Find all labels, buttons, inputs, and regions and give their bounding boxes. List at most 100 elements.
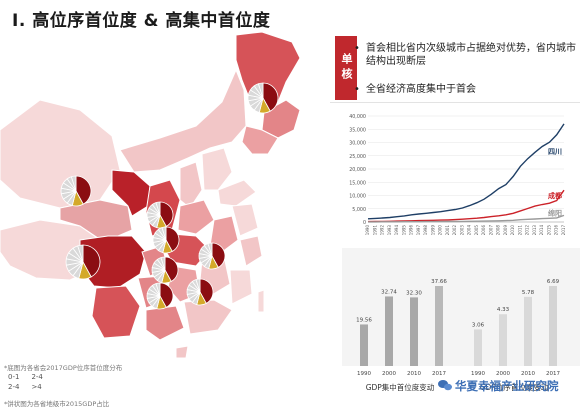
x-tick-label: 2010 [510,225,515,236]
pie-slice [160,256,166,271]
core-summary-box [330,36,580,103]
bar-value-label: 5.78 [522,290,535,296]
map-region-gansu [111,169,151,217]
bar [385,296,393,366]
y-tick-label: 20,000 [349,167,366,173]
pie-slice [155,282,161,297]
x-tick-label: 2005 [474,225,479,236]
y-tick-label: 40,000 [349,114,366,120]
series-label: 四川 [548,148,562,156]
pie-chart [152,226,180,254]
map-region-liaoning [241,125,279,155]
bar [410,297,418,366]
map-legend: 0-1 2-4 2-4 >4 [8,373,43,391]
x-tick-label: 1998 [423,225,428,236]
pie-slice [257,82,264,99]
series-label: 绵阳 [548,208,562,217]
map-region-xinjiang [0,99,121,209]
bar-panel-background [342,248,580,366]
x-tick-label: 2007 [488,225,493,236]
line-chart: 0 5,000 10,000 15,000 20,000 25,000 30,000 35,0… [338,110,574,240]
pie-chart [146,201,174,229]
x-tick-label: 1997 [416,225,421,236]
bar-category-label: 1990 [471,371,485,377]
y-tick-label: 5,000 [352,207,366,213]
y-tick-label: 35,000 [349,127,366,133]
x-tick-label: 2017 [561,225,566,236]
map-note-bottom: *饼状图为各省地级市2015GDP占比 [4,400,110,408]
series-label: 成都 [548,191,562,200]
bar [360,324,368,366]
y-tick-label: 0 [363,220,366,226]
bullet-2-text: 全省经济高度集中于首会 [366,84,476,95]
x-tick-label: 2004 [467,225,472,236]
map-note-top: *底图为各省会2017GDP位序首位度分布 [4,364,123,372]
series-line [367,123,565,220]
map-region-henan [177,199,215,235]
pie-chart [151,256,179,284]
bar-category-label: 2000 [496,371,510,377]
pie-chart [198,242,226,270]
pie-chart [146,282,174,310]
map-region-anhui [209,215,239,253]
wechat-icon [438,380,452,391]
x-tick-label: 2011 [517,225,522,236]
legend-item-1: 2-4 [31,373,43,381]
y-tick-label: 30,000 [349,141,366,147]
pie-slice [195,278,201,293]
bar-category-label: 2017 [546,371,560,377]
map-region-shanxi [179,161,203,209]
legend-item-0: 0-1 [8,373,20,381]
y-tick-label: 15,000 [349,180,366,186]
bullet-dot-icon: • [354,43,360,54]
bar [474,329,482,366]
bar [524,296,532,366]
pie-chart-group [60,82,279,310]
y-tick-label: 10,000 [349,194,366,200]
x-tick-label: 2009 [503,225,508,236]
x-tick-label: 2001 [445,225,450,236]
x-tick-label: 2006 [481,225,486,236]
x-tick-label: 1996 [409,225,414,236]
pie-slice [207,242,213,257]
map-region-yunnan [91,285,141,339]
x-tick-label: 2016 [554,225,559,236]
bar-chart-title: GDP集中首位度变动 [366,382,435,392]
y-tick-label: 25,000 [349,154,366,160]
map-region-jiangsu [231,203,259,237]
bullet-2: • 全省经济高度集中于首会 [354,83,576,96]
bar-value-label: 32.30 [406,290,422,296]
bar-value-label: 3.06 [472,322,485,328]
pie-slice [70,175,77,192]
map-region-hainan [175,345,189,359]
x-tick-label: 1992 [380,225,385,236]
bar-chart-title: GDP位序首位度变动 [480,382,549,392]
map-region-taiwan [257,289,265,313]
map-region-hebei [201,147,233,191]
x-tick-label: 1991 [372,225,377,236]
pie-chart [65,244,101,280]
pie-chart [247,82,279,114]
x-tick-label: 2014 [539,225,544,236]
bar-category-label: 2000 [382,371,396,377]
bar [499,314,507,366]
x-tick-label: 1994 [394,225,399,236]
bar [435,286,443,366]
bar-category-label: 1990 [357,371,371,377]
pie-slice [161,226,167,241]
x-tick-label: 2008 [496,225,501,236]
page-title: I. 高位序首位度 & 高集中首位度 [12,11,271,31]
x-tick-label: 1993 [387,225,392,236]
china-map [0,31,301,359]
x-tick-label: 2013 [532,225,537,236]
bar-value-label: 6.69 [547,279,560,285]
legend-item-3: >4 [31,383,42,391]
pie-chart [60,175,92,207]
map-region-guangdong [183,299,233,335]
bullet-1: • 首会相比省内次级城市占据绝对优势，省内城市结构出现断层 [354,42,576,68]
map-region-shandong [217,179,257,207]
core-tag: 单核 [335,36,357,100]
bar-category-label: 2010 [407,371,421,377]
x-tick-label: 1995 [401,225,406,236]
